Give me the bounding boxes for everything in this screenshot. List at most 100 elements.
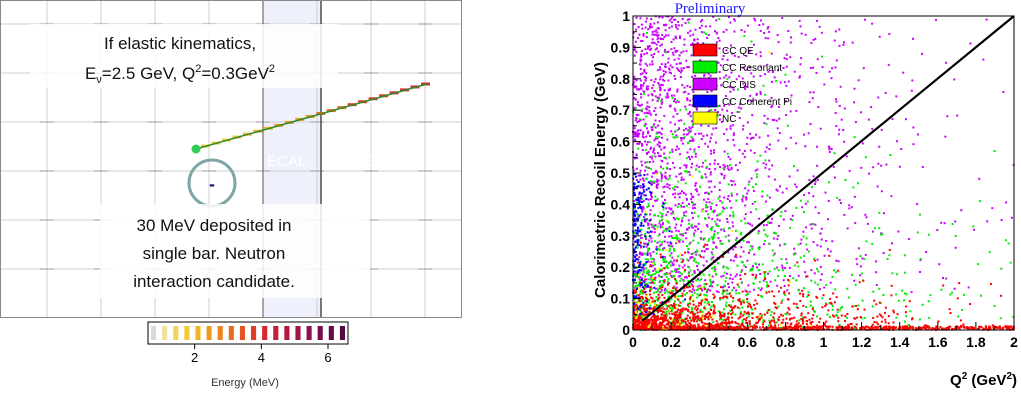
- scatter-point: [636, 255, 639, 258]
- scatter-point: [959, 319, 962, 322]
- scatter-point: [717, 262, 720, 265]
- scatter-point: [970, 326, 973, 329]
- scatter-point: [690, 223, 693, 226]
- scatter-point: [819, 288, 822, 291]
- scatter-point: [661, 218, 664, 221]
- scatter-point: [781, 314, 784, 317]
- scatter-point: [685, 59, 688, 62]
- scatter-point: [634, 232, 637, 235]
- scatter-point: [634, 209, 637, 212]
- scatter-point: [701, 321, 704, 324]
- scatter-point: [634, 173, 637, 176]
- scatter-point: [667, 291, 670, 294]
- scatter-point: [642, 188, 645, 191]
- scatter-point: [834, 66, 837, 69]
- scatter-point: [640, 144, 643, 147]
- scatter-point: [676, 88, 679, 91]
- scatter-point: [683, 38, 686, 41]
- scatter-point: [741, 152, 744, 155]
- scatter-point: [634, 235, 637, 238]
- scatter-point: [638, 268, 641, 271]
- scatter-point: [636, 213, 639, 216]
- scatter-point: [904, 311, 907, 314]
- scatter-point: [682, 278, 685, 281]
- scatter-point: [764, 271, 767, 274]
- colorbar-swatch: [162, 326, 168, 340]
- scatter-point: [811, 327, 814, 330]
- scatter-point: [640, 224, 643, 227]
- scatter-point: [721, 242, 724, 245]
- scatter-point: [668, 207, 671, 210]
- scatter-point: [691, 195, 694, 198]
- scatter-point: [683, 122, 686, 125]
- scatter-point: [919, 213, 922, 216]
- scatter-point: [633, 306, 636, 309]
- scatter-point: [927, 328, 930, 331]
- scatter-point: [678, 317, 681, 320]
- scatter-point: [694, 313, 697, 316]
- scatter-point: [797, 243, 800, 246]
- scatter-point: [927, 233, 930, 236]
- scatter-point: [703, 73, 706, 76]
- scatter-point: [656, 21, 659, 24]
- scatter-point: [911, 79, 914, 82]
- scatter-point: [831, 275, 834, 278]
- scatter-point: [788, 279, 791, 282]
- scatter-point: [745, 198, 748, 201]
- x-tick-label: 1: [820, 334, 828, 350]
- scatter-point: [673, 185, 676, 188]
- scatter-point: [700, 230, 703, 233]
- scatter-point: [701, 327, 704, 330]
- scatter-point: [658, 245, 661, 248]
- scatter-point: [692, 33, 695, 36]
- scatter-point: [638, 284, 641, 287]
- scatter-point: [655, 199, 658, 202]
- scatter-point: [674, 123, 677, 126]
- scatter-point: [706, 165, 709, 168]
- scatter-point: [648, 106, 651, 109]
- scatter-point: [651, 99, 654, 102]
- scatter-point: [711, 226, 714, 229]
- scatter-point: [639, 60, 642, 63]
- scatter-point: [871, 22, 874, 25]
- scatter-point: [767, 70, 770, 73]
- scatter-point: [634, 324, 637, 327]
- scatter-point: [633, 132, 636, 135]
- scatter-point: [776, 266, 779, 269]
- scatter-point: [737, 326, 740, 329]
- scatter-point: [761, 295, 764, 298]
- scatter-point: [776, 34, 779, 37]
- scatter-point: [672, 212, 675, 215]
- scatter-point: [664, 71, 667, 74]
- scatter-point: [703, 250, 706, 253]
- scatter-point: [723, 271, 726, 274]
- scatter-point: [690, 166, 693, 169]
- scatter-point: [644, 286, 647, 289]
- scatter-point: [737, 317, 740, 320]
- scatter-point: [664, 24, 667, 27]
- scatter-point: [636, 232, 639, 235]
- scatter-point: [688, 203, 691, 206]
- scatter-point: [1007, 325, 1010, 328]
- scatter-point: [793, 328, 796, 331]
- scatter-point: [812, 66, 815, 69]
- scatter-point: [690, 155, 693, 158]
- scatter-point: [845, 325, 848, 328]
- scatter-point: [717, 225, 720, 228]
- scatter-point: [928, 326, 931, 329]
- scatter-point: [829, 297, 832, 300]
- scatter-point: [718, 327, 721, 330]
- scatter-point: [636, 101, 639, 104]
- scatter-point: [735, 253, 738, 256]
- scatter-point: [714, 324, 717, 327]
- scatter-point: [728, 321, 731, 324]
- x-axis-label-q: Q: [950, 372, 962, 389]
- scatter-point: [773, 76, 776, 79]
- scatter-point: [978, 327, 981, 330]
- scatter-point: [677, 295, 680, 298]
- scatter-point: [770, 311, 773, 314]
- scatter-point: [636, 273, 639, 276]
- scatter-point: [652, 147, 655, 150]
- scatter-point: [698, 302, 701, 305]
- scatter-point: [645, 282, 648, 285]
